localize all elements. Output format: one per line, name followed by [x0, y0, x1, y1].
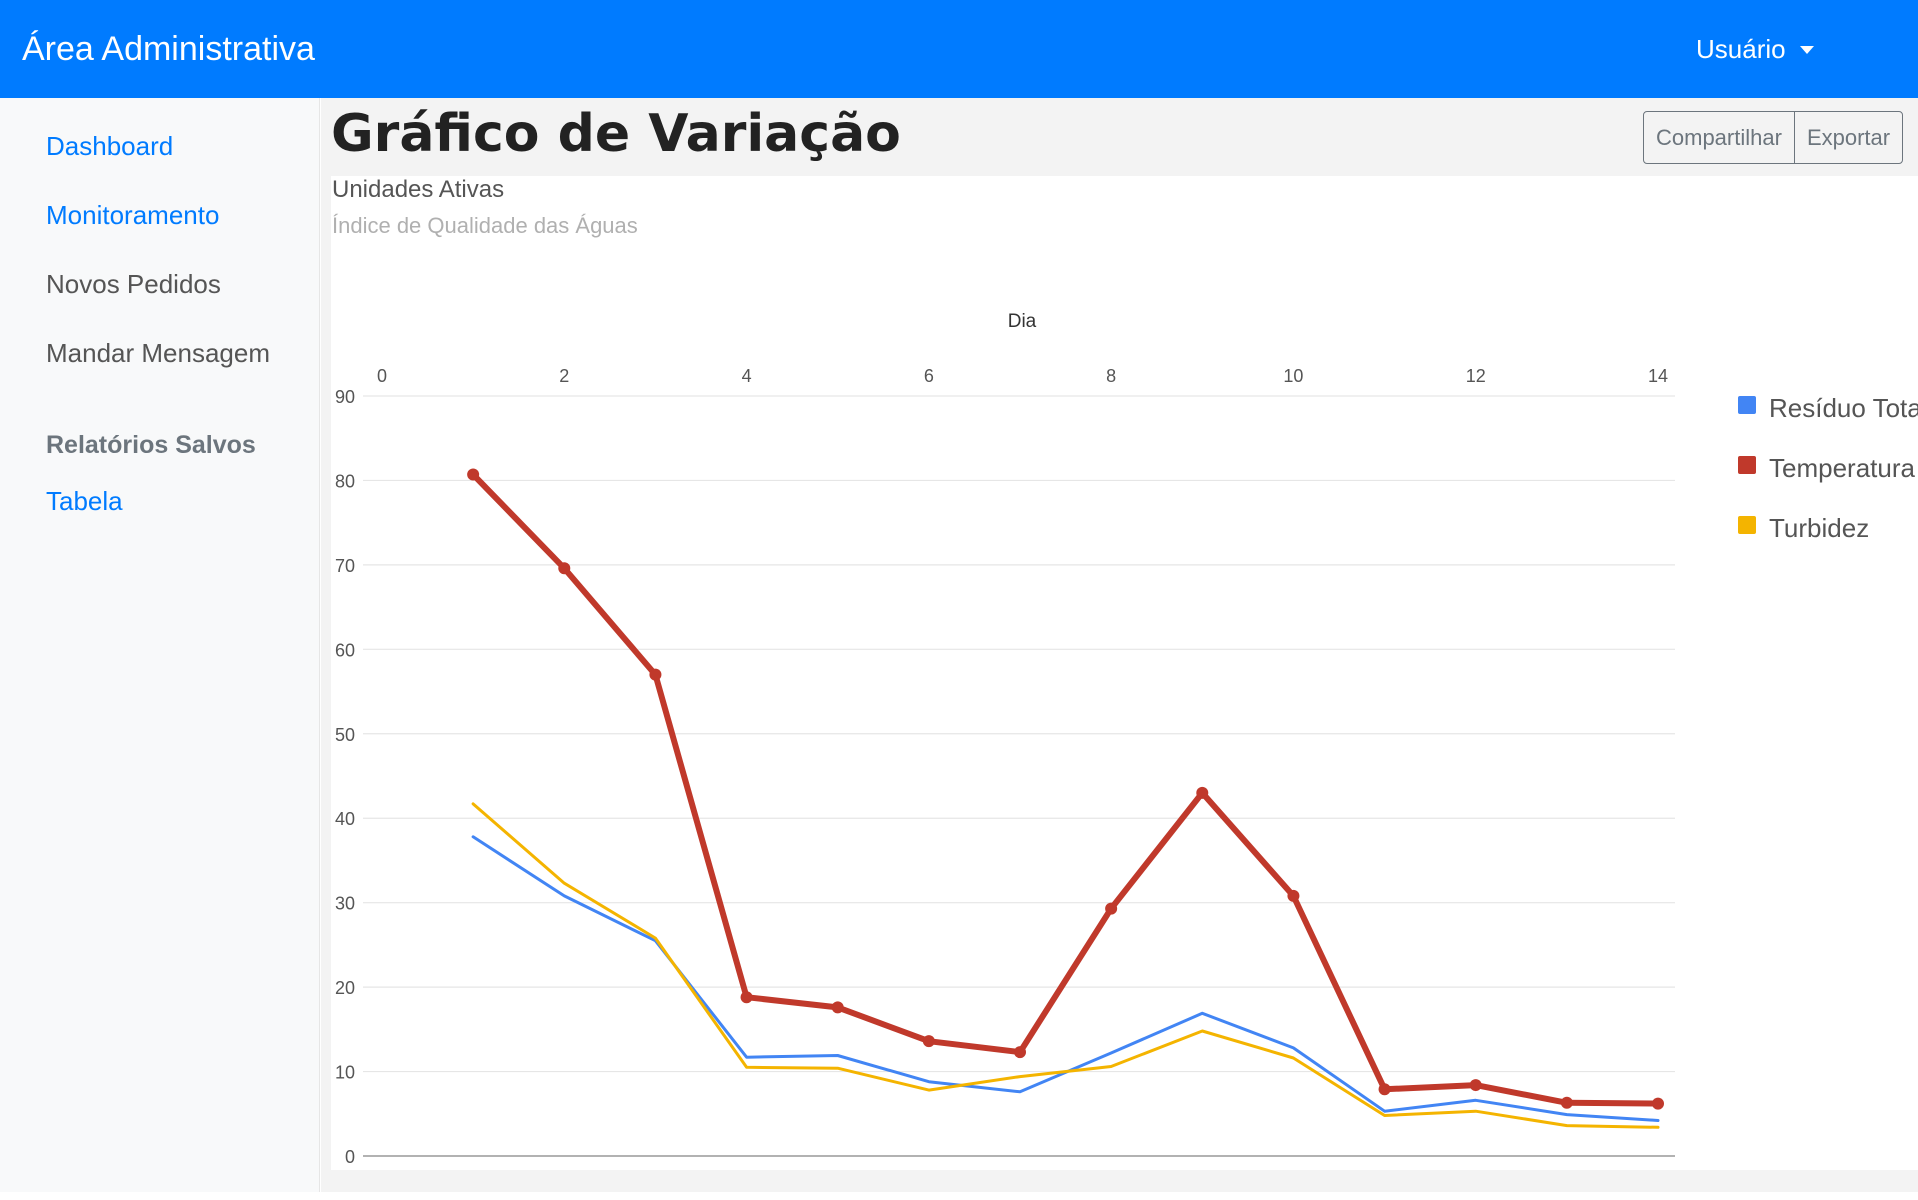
series-line-Temperatura [470, 471, 1661, 1107]
page-title: Gráfico de Variação [331, 104, 901, 164]
user-dropdown-label: Usuário [1696, 34, 1786, 64]
x-tick-label: 6 [924, 366, 934, 386]
x-tick-label: 0 [377, 366, 387, 386]
data-point[interactable] [1196, 786, 1209, 799]
legend-label: Temperatura [1769, 453, 1915, 483]
sidebar-item-monitoramento[interactable]: Monitoramento [46, 200, 220, 230]
legend-swatch [1738, 456, 1756, 474]
data-point[interactable] [1378, 1083, 1391, 1096]
legend-label: Turbidez [1769, 513, 1869, 543]
x-tick-label: 2 [559, 366, 569, 386]
share-button[interactable]: Compartilhar [1644, 112, 1794, 163]
data-point[interactable] [467, 468, 480, 481]
y-tick-label: 50 [335, 725, 355, 745]
y-tick-label: 0 [345, 1147, 355, 1167]
sidebar-item-mandar-mensagem[interactable]: Mandar Mensagem [46, 338, 270, 368]
sidebar-heading-relatorios-salvos: Relatórios Salvos [46, 431, 256, 459]
x-tick-label: 10 [1283, 366, 1303, 386]
line-chart: Unidades Ativas Índice de Qualidade das Á… [332, 176, 1918, 1167]
action-button-group: Compartilhar Exportar [1643, 111, 1904, 164]
y-tick-label: 30 [335, 894, 355, 914]
x-tick-label: 12 [1466, 366, 1486, 386]
chart-subtitle: Índice de Qualidade das Águas [332, 213, 638, 238]
bottom-strip [0, 1192, 1918, 1200]
export-button[interactable]: Exportar [1793, 112, 1902, 163]
data-point[interactable] [831, 1001, 844, 1014]
sidebar-item-tabela[interactable]: Tabela [46, 486, 123, 516]
legend-label: Resíduo Total [1769, 393, 1918, 423]
x-tick-label: 4 [742, 366, 752, 386]
data-point[interactable] [1560, 1096, 1573, 1109]
data-point[interactable] [1469, 1079, 1482, 1092]
sidebar-item-dashboard[interactable]: Dashboard [46, 131, 174, 161]
y-tick-label: 40 [335, 809, 355, 829]
y-tick-label: 20 [335, 978, 355, 998]
sidebar: Dashboard Monitoramento Novos Pedidos Ma… [0, 98, 320, 1192]
data-point[interactable] [558, 562, 571, 575]
data-point[interactable] [1105, 902, 1118, 915]
chart-card: Unidades Ativas Índice de Qualidade das Á… [331, 176, 1918, 1170]
caret-down-icon [1799, 45, 1814, 54]
x-tick-label: 14 [1648, 366, 1668, 386]
y-tick-label: 80 [335, 471, 355, 491]
y-tick-label: 90 [335, 387, 355, 407]
y-tick-label: 10 [335, 1063, 355, 1083]
data-point[interactable] [649, 668, 662, 681]
data-point[interactable] [1287, 889, 1300, 902]
data-point[interactable] [740, 991, 753, 1004]
sidebar-item-novos-pedidos[interactable]: Novos Pedidos [46, 269, 221, 299]
y-tick-label: 60 [335, 640, 355, 660]
y-tick-label: 70 [335, 556, 355, 576]
chart-title: Unidades Ativas [332, 176, 504, 203]
x-tick-label: 8 [1106, 366, 1116, 386]
x-axis-label: Dia [1008, 311, 1037, 332]
top-navbar: Área Administrativa Usuário [0, 0, 1918, 98]
navbar-brand[interactable]: Área Administrativa [22, 30, 315, 68]
legend-swatch [1738, 396, 1756, 414]
data-point[interactable] [1652, 1097, 1664, 1110]
data-point[interactable] [922, 1035, 935, 1048]
series-line-Turbidez [471, 802, 1660, 1129]
legend-swatch [1738, 516, 1756, 534]
data-point[interactable] [1014, 1046, 1026, 1059]
user-dropdown[interactable]: Usuário [1696, 34, 1814, 65]
